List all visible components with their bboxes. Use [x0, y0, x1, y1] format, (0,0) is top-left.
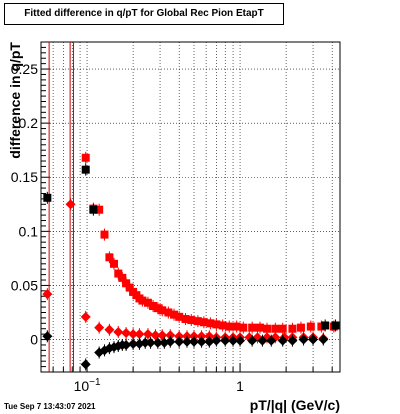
data-point-diamond — [65, 199, 76, 210]
data-point-diamond — [257, 335, 268, 346]
data-point-square — [164, 308, 173, 317]
data-point-square — [199, 318, 208, 327]
data-point-diamond — [174, 336, 185, 347]
data-point-square — [248, 323, 257, 332]
data-point-square — [263, 324, 272, 333]
x-axis-label: pT/|q| (GeV/c) — [250, 397, 340, 413]
x-tick-label: 1 — [236, 378, 244, 394]
data-point-square — [278, 324, 287, 333]
data-point-diamond — [80, 359, 91, 370]
data-point-diamond — [165, 336, 176, 347]
data-point-square — [271, 324, 280, 333]
y-tick-label: 0.25 — [11, 61, 38, 77]
data-point-square — [105, 253, 114, 262]
data-point-diamond — [318, 334, 329, 345]
data-point-diamond — [204, 336, 215, 347]
data-point-square — [81, 153, 90, 162]
data-point-square — [331, 321, 340, 330]
data-point-diamond — [121, 339, 132, 350]
y-tick-label: 0.2 — [19, 115, 39, 131]
data-point-diamond — [113, 326, 124, 337]
timestamp: Tue Sep 7 13:43:07 2021 — [4, 402, 96, 411]
data-point-diamond — [128, 338, 139, 349]
data-point-diamond — [121, 328, 132, 339]
data-point-square — [296, 323, 305, 332]
data-point-diamond — [211, 335, 222, 346]
data-point-square — [187, 316, 196, 325]
y-tick-label: 0 — [30, 332, 38, 348]
y-tick-label: 0.15 — [11, 169, 38, 185]
data-point-square — [122, 279, 131, 288]
data-point-diamond — [308, 334, 319, 345]
data-point-diamond — [104, 324, 115, 335]
data-point-diamond — [266, 335, 277, 346]
data-point-diamond — [94, 322, 105, 333]
data-point-square — [153, 304, 162, 313]
data-point-square — [239, 323, 248, 332]
data-point-square — [138, 296, 147, 305]
y-tick-label: 0.1 — [19, 223, 39, 239]
data-point-square — [181, 314, 190, 323]
data-point-square — [125, 283, 134, 292]
data-point-square — [232, 322, 241, 331]
data-point-square — [288, 324, 297, 333]
data-point-diamond — [298, 334, 309, 345]
chart-title: Fitted difference in q/pT for Global Rec… — [4, 3, 284, 25]
data-point-square — [175, 312, 184, 321]
data-point-square — [118, 273, 127, 282]
data-point-diamond — [228, 335, 239, 346]
data-point-diamond — [181, 336, 192, 347]
data-point-square — [321, 321, 330, 330]
data-point-diamond — [42, 289, 53, 300]
data-point-diamond — [277, 335, 288, 346]
data-point-square — [143, 298, 152, 307]
data-point-square — [95, 205, 104, 214]
data-point-diamond — [134, 329, 145, 340]
data-point-square — [255, 323, 264, 332]
data-point-square — [225, 322, 234, 331]
data-point-square — [81, 165, 90, 174]
data-point-square — [206, 319, 215, 328]
y-axis-label: difference in q/pT — [7, 42, 23, 159]
data-point-diamond — [42, 331, 53, 342]
data-point-square — [169, 310, 178, 319]
data-point-square — [306, 322, 315, 331]
data-point-diamond — [165, 330, 176, 341]
data-point-square — [100, 230, 109, 239]
data-point-diamond — [220, 335, 231, 346]
data-point-diamond — [140, 337, 151, 348]
data-point-diamond — [152, 337, 163, 348]
data-point-diamond — [142, 329, 153, 340]
data-point-diamond — [128, 329, 139, 340]
data-point-diamond — [247, 335, 258, 346]
data-point-square — [158, 306, 167, 315]
data-point-square — [114, 269, 123, 278]
data-point-square — [193, 317, 202, 326]
y-tick-label: 0.05 — [11, 277, 38, 293]
data-point-diamond — [287, 335, 298, 346]
data-point-square — [109, 259, 118, 268]
data-point-square — [218, 321, 227, 330]
data-point-square — [43, 193, 52, 202]
data-point-square — [149, 302, 158, 310]
data-point-diamond — [196, 336, 207, 347]
data-point-square — [212, 320, 221, 329]
data-point-square — [89, 205, 98, 214]
data-point-diamond — [235, 335, 246, 346]
data-point-diamond — [80, 311, 91, 322]
x-tick-label: 10−1 — [74, 377, 101, 394]
data-point-diamond — [189, 336, 200, 347]
data-point-diamond — [145, 337, 156, 348]
